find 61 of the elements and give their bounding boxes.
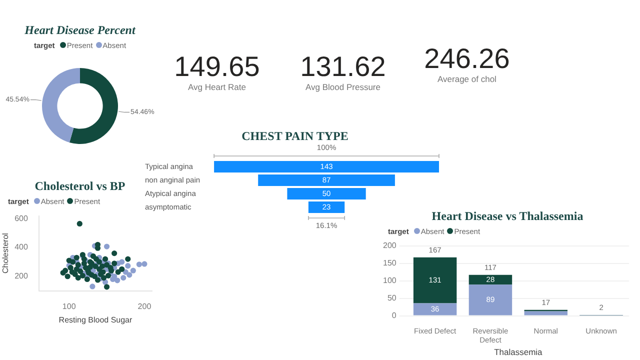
data-label: 149.65 xyxy=(173,51,261,82)
point xyxy=(119,266,125,272)
chart-title: Heart Disease vs Thalassemia xyxy=(430,208,584,224)
point xyxy=(125,256,131,262)
y-tick-label: 200 xyxy=(382,241,397,250)
point xyxy=(69,269,75,275)
data-label: 131.62 xyxy=(299,51,387,82)
point xyxy=(100,275,107,281)
bar xyxy=(524,311,568,316)
point xyxy=(92,274,98,280)
category-label: Average of chol xyxy=(436,74,498,84)
bar xyxy=(413,303,457,316)
bar xyxy=(413,257,457,304)
bar xyxy=(468,274,512,285)
point xyxy=(68,264,74,271)
x-axis-title: Resting Blood Sugar xyxy=(58,315,132,324)
point xyxy=(70,259,76,265)
point xyxy=(125,263,131,269)
point xyxy=(126,272,132,278)
y-axis-title: Cholesterol xyxy=(1,232,10,274)
point xyxy=(81,260,87,266)
y-tick-label: 600 xyxy=(14,214,28,223)
chart-title: Heart Disease Percent xyxy=(24,22,137,38)
category-label: Avg Blood Pressure xyxy=(304,82,382,92)
point xyxy=(60,270,66,276)
point xyxy=(64,274,70,280)
text: CHEST PAIN TYPE xyxy=(240,128,350,144)
point xyxy=(130,268,136,274)
point xyxy=(84,276,90,282)
y-tick-label: 100 xyxy=(382,276,397,286)
point xyxy=(112,260,118,266)
point xyxy=(75,275,81,281)
y-tick-label: 50 xyxy=(387,294,397,303)
point xyxy=(99,263,106,270)
point xyxy=(105,272,112,278)
point xyxy=(74,266,80,272)
y-tick-label: 400 xyxy=(14,242,28,252)
point xyxy=(76,220,82,227)
x-axis-title: Thalassemia xyxy=(494,347,543,358)
category-label: Avg Heart Rate xyxy=(187,82,247,92)
y-tick-label: 150 xyxy=(382,258,397,268)
point xyxy=(87,264,93,270)
point xyxy=(142,261,148,267)
y-tick-label: 200 xyxy=(14,272,28,281)
point xyxy=(75,262,81,268)
y-tick-label: 0 xyxy=(392,311,397,320)
point xyxy=(136,262,142,268)
point xyxy=(112,250,118,256)
point xyxy=(104,284,110,290)
point xyxy=(93,256,100,262)
point xyxy=(94,277,101,283)
point xyxy=(104,244,110,250)
data-label: 246.26 xyxy=(423,43,511,74)
point xyxy=(102,256,108,262)
point xyxy=(74,254,80,260)
bar xyxy=(468,284,512,316)
point xyxy=(98,271,104,278)
point xyxy=(119,259,125,265)
point xyxy=(90,284,96,290)
chart-title: Cholesterol vs BP xyxy=(34,179,126,193)
point xyxy=(120,275,126,281)
